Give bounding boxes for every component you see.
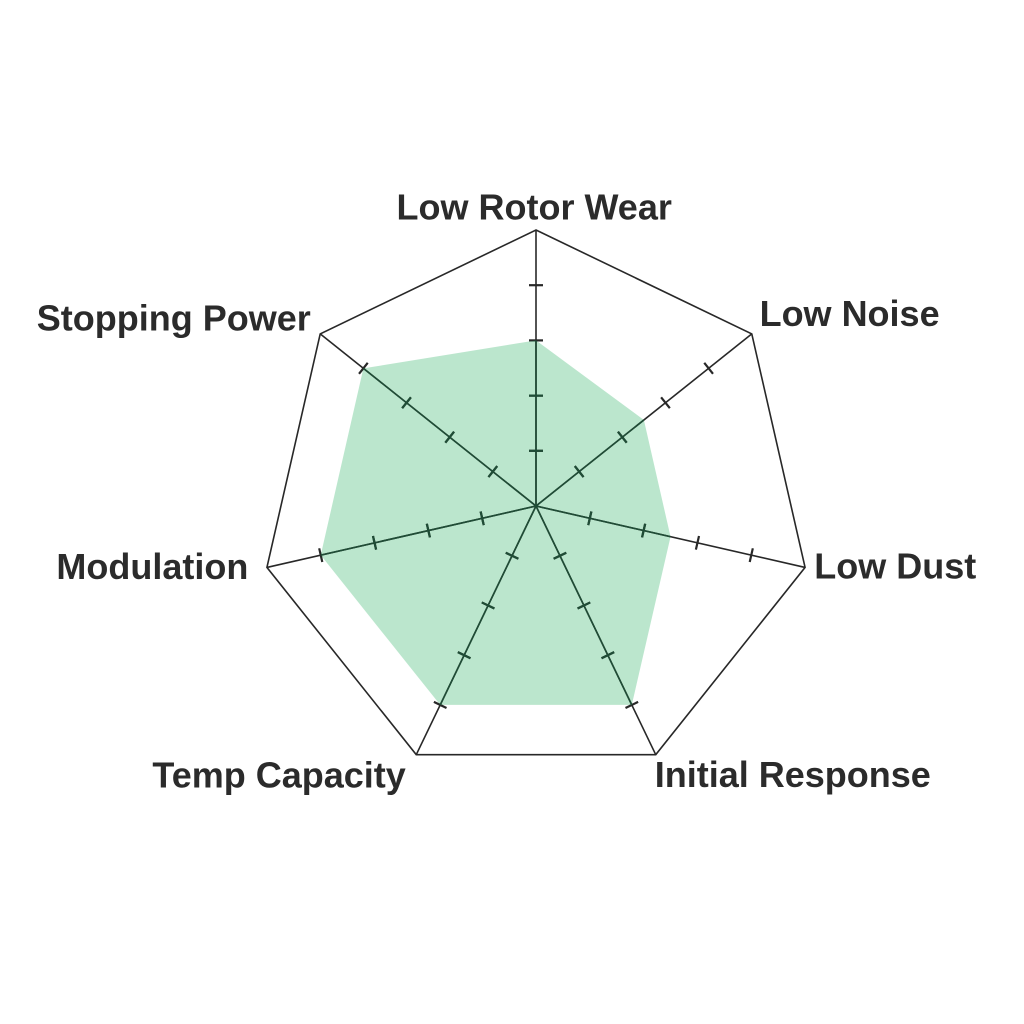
svg-text:Low Noise: Low Noise xyxy=(760,293,940,334)
svg-text:Modulation: Modulation xyxy=(56,546,248,587)
svg-text:Low Rotor Wear: Low Rotor Wear xyxy=(397,187,672,228)
svg-text:Temp Capacity: Temp Capacity xyxy=(152,755,405,796)
svg-text:Low Dust: Low Dust xyxy=(814,545,976,586)
svg-text:Stopping Power: Stopping Power xyxy=(37,298,311,339)
svg-text:Initial Response: Initial Response xyxy=(655,754,931,795)
